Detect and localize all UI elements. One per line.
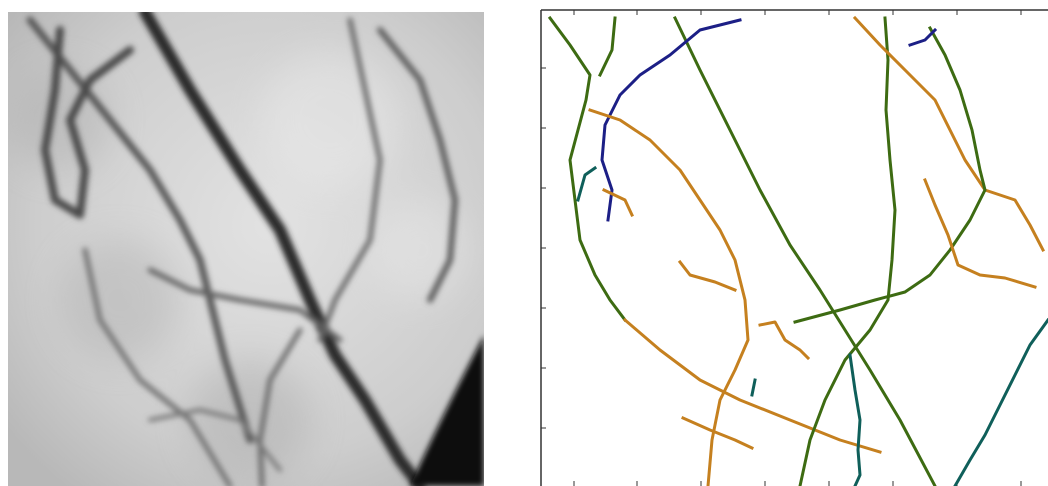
figure [0,0,1048,486]
page: (() => { const data = JSON.parse(documen… [0,0,1048,486]
fundus-image [8,12,484,486]
segmentation-plot [541,10,1048,486]
ticks [541,10,1021,486]
segmented-vessels [550,18,1048,486]
